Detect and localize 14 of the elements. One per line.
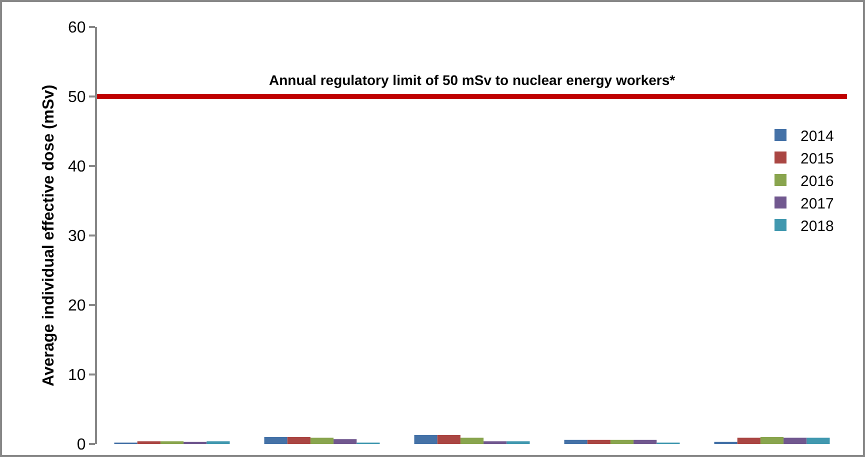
legend-label: 2014 <box>800 128 834 145</box>
y-tick-label: 10 <box>68 367 86 384</box>
legend-label: 2016 <box>800 172 834 190</box>
ref-line-label: Annual regulatory limit of 50 mSv to nuclear energy workers* <box>269 72 676 88</box>
y-tick-label: 30 <box>68 228 86 246</box>
y-tick-label: 40 <box>68 158 86 176</box>
legend-label: 2018 <box>800 218 834 235</box>
legend-label: 2015 <box>800 150 834 168</box>
y-tick-label: 60 <box>68 20 86 37</box>
y-tick-label: 20 <box>68 298 86 315</box>
y-tick-label: 50 <box>68 89 86 106</box>
y-axis-title: Average individual effective dose (mSv) <box>40 84 58 386</box>
legend-label: 2017 <box>800 195 834 212</box>
y-tick-label: 0 <box>76 436 86 454</box>
